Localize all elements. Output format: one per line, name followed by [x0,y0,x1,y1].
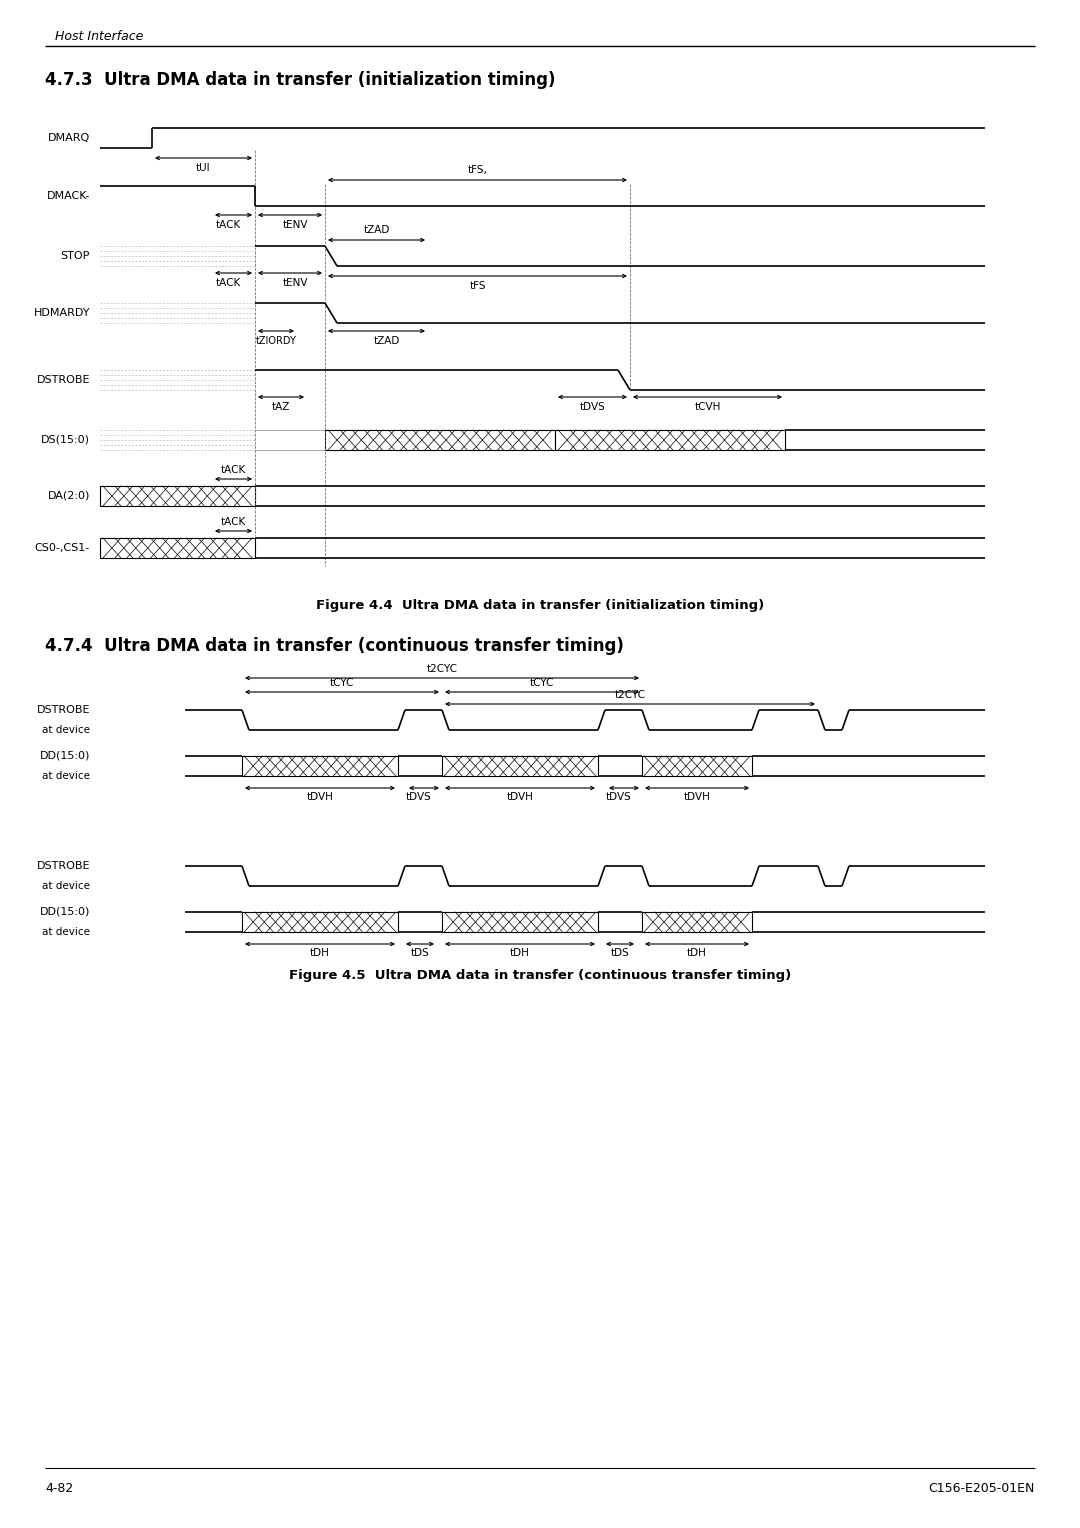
Text: t2CYC: t2CYC [427,665,458,674]
Text: tDS: tDS [610,947,630,958]
Text: DMARQ: DMARQ [48,133,90,144]
Text: tZIORDY: tZIORDY [256,336,296,345]
Text: tDVH: tDVH [684,792,711,802]
Text: DA(2:0): DA(2:0) [48,490,90,501]
Text: tDH: tDH [510,947,530,958]
Text: tDVS: tDVS [606,792,632,802]
Text: 4-82: 4-82 [45,1482,73,1494]
Text: HDMARDY: HDMARDY [33,309,90,318]
Text: tUI: tUI [197,163,211,173]
Text: tACK: tACK [221,516,246,527]
Text: DSTROBE: DSTROBE [37,860,90,871]
Text: tDH: tDH [310,947,329,958]
Text: tACK: tACK [221,465,246,475]
Text: Host Interface: Host Interface [55,29,144,43]
Bar [555,429,785,451]
Text: tENV: tENV [282,278,308,287]
Text: DD(15:0): DD(15:0) [40,750,90,761]
Text: DS(15:0): DS(15:0) [41,435,90,445]
Text: DSTROBE: DSTROBE [37,704,90,715]
Text: DD(15:0): DD(15:0) [40,908,90,917]
Text: tDH: tDH [687,947,707,958]
Text: tFS,: tFS, [468,165,487,176]
Text: tZAD: tZAD [363,225,390,235]
Text: Figure 4.5  Ultra DMA data in transfer (continuous transfer timing): Figure 4.5 Ultra DMA data in transfer (c… [288,969,792,983]
Text: Figure 4.4  Ultra DMA data in transfer (initialization timing): Figure 4.4 Ultra DMA data in transfer (i… [315,599,765,613]
Text: at device: at device [42,772,90,781]
Bar [642,756,752,776]
Text: CS0-,CS1-: CS0-,CS1- [35,542,90,553]
Text: tCVH: tCVH [694,402,720,413]
Bar [100,486,255,506]
Bar [325,429,555,451]
Bar [442,912,598,932]
Text: tDVH: tDVH [307,792,334,802]
Bar [100,538,255,558]
Text: tENV: tENV [282,220,308,231]
Bar [242,756,399,776]
Text: 4.7.4  Ultra DMA data in transfer (continuous transfer timing): 4.7.4 Ultra DMA data in transfer (contin… [45,637,624,656]
Text: tDVS: tDVS [406,792,432,802]
Text: at device: at device [42,927,90,937]
Text: at device: at device [42,724,90,735]
Bar [242,912,399,932]
Text: tZAD: tZAD [374,336,400,345]
Text: tDVH: tDVH [507,792,534,802]
Text: tCYC: tCYC [530,678,554,688]
Text: tCYC: tCYC [329,678,354,688]
Bar [442,756,598,776]
Text: tDS: tDS [410,947,430,958]
Text: tDVS: tDVS [580,402,606,413]
Text: DMACK-: DMACK- [46,191,90,202]
Text: at device: at device [42,882,90,891]
Text: tACK: tACK [216,278,241,287]
Bar [642,912,752,932]
Text: tFS: tFS [469,281,486,290]
Text: 4.7.3  Ultra DMA data in transfer (initialization timing): 4.7.3 Ultra DMA data in transfer (initia… [45,70,555,89]
Text: STOP: STOP [60,251,90,261]
Text: t2CYC: t2CYC [615,691,646,700]
Text: tACK: tACK [216,220,241,231]
Text: DSTROBE: DSTROBE [37,374,90,385]
Text: C156-E205-01EN: C156-E205-01EN [929,1482,1035,1494]
Text: tAZ: tAZ [272,402,291,413]
